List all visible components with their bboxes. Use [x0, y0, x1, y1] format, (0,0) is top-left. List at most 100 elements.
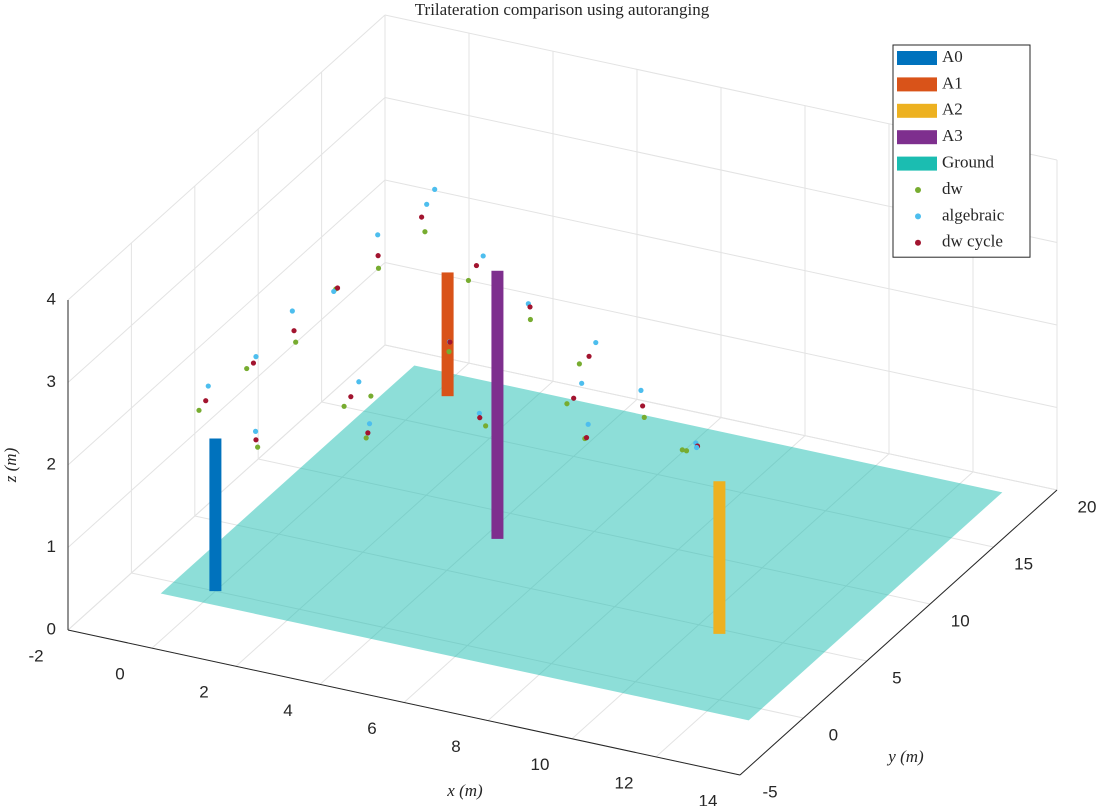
y-tick-label: 20 — [1078, 497, 1097, 516]
scatter-point — [576, 361, 582, 367]
scatter-point — [641, 414, 647, 420]
scatter-point — [341, 403, 347, 409]
scatter-point — [356, 379, 362, 385]
x-tick-label: 6 — [367, 719, 376, 738]
scatter-point — [483, 423, 489, 429]
scatter-point — [638, 387, 644, 393]
legend-label: A1 — [942, 73, 963, 92]
legend-label: algebraic — [942, 205, 1005, 224]
grid-line — [384, 179, 1058, 326]
anchor-bar — [713, 481, 726, 634]
scatter-point — [250, 360, 257, 366]
x-tick-label: 4 — [283, 701, 292, 720]
legend-label: dw — [942, 179, 964, 198]
scatter-point — [348, 394, 354, 400]
scatter-point — [244, 365, 250, 372]
scatter-point — [527, 316, 534, 323]
x-tick-label: 14 — [699, 791, 718, 806]
legend-swatch — [915, 239, 921, 246]
legend-label: A2 — [942, 100, 963, 119]
z-tick-label: 3 — [47, 372, 56, 391]
scatter-point — [368, 393, 374, 399]
scatter-point — [586, 353, 592, 359]
scatter-point — [253, 437, 259, 443]
scatter-point — [480, 253, 486, 259]
legend-label: A3 — [942, 126, 963, 145]
grid-line — [67, 97, 386, 383]
scatter-point — [585, 421, 591, 427]
scatter-point — [527, 304, 533, 310]
scatter-point — [583, 435, 590, 441]
legend-swatch — [897, 77, 937, 92]
scatter-point — [375, 232, 381, 238]
scatter-point — [289, 308, 295, 314]
ground-plane — [160, 365, 1003, 721]
scatter-point — [334, 285, 341, 291]
x-axis-line — [67, 629, 741, 776]
y-axis-line — [739, 489, 1058, 776]
x-tick-label: 8 — [451, 737, 460, 756]
scatter-point — [291, 328, 297, 334]
scatter-point — [255, 444, 261, 450]
scatter-point — [683, 448, 690, 454]
scatter-point — [365, 430, 371, 436]
anchor-bar — [209, 438, 222, 592]
x-tick-label: 12 — [615, 773, 634, 792]
legend-swatch — [915, 213, 921, 220]
scatter-point — [293, 339, 299, 345]
y-tick-label: 0 — [829, 725, 838, 744]
scatter-point — [473, 262, 480, 269]
scatter-point — [196, 407, 202, 413]
scatter-point — [419, 214, 425, 220]
z-axis-label: z (m) — [1, 447, 20, 483]
chart-title: Trilateration comparison using autorangi… — [415, 0, 710, 19]
scatter-point — [253, 354, 259, 360]
x-tick-label: 2 — [199, 683, 208, 702]
grid-line — [67, 262, 386, 548]
scatter-point — [375, 265, 382, 271]
scatter-point — [331, 288, 337, 295]
anchor-bar — [491, 270, 504, 539]
scatter-point — [205, 383, 211, 389]
scatter-point — [564, 401, 570, 407]
legend-label: A0 — [942, 47, 963, 66]
scatter-point — [366, 421, 373, 427]
legend-label: Ground — [942, 153, 994, 172]
z-tick-label: 4 — [47, 289, 56, 308]
scatter-point — [422, 229, 428, 235]
grid-line — [67, 344, 386, 631]
legend-swatch — [897, 103, 937, 118]
y-axis-label: y (m) — [886, 747, 924, 766]
legend-label: dw cycle — [942, 232, 1003, 251]
scatter-point — [693, 444, 700, 451]
y-tick-label: 5 — [892, 668, 901, 687]
anchor-bar — [441, 272, 454, 397]
scatter-point — [424, 201, 430, 207]
scatter-point — [476, 410, 482, 416]
scatter-point — [363, 435, 369, 441]
scatter-point — [447, 339, 453, 345]
y-tick-label: 15 — [1014, 554, 1033, 573]
scatter-point — [446, 349, 452, 355]
legend-swatch — [897, 130, 937, 145]
legend-swatch — [897, 156, 937, 171]
x-tick-label: -2 — [28, 646, 43, 665]
scatter-point — [579, 380, 585, 386]
scatter-point — [571, 395, 577, 401]
scatter-point — [203, 398, 209, 404]
y-tick-label: -5 — [762, 782, 777, 801]
x-axis-label: x (m) — [446, 781, 483, 800]
scatter-point — [593, 339, 599, 346]
x-tick-label: 0 — [115, 665, 124, 684]
scatter-point — [477, 415, 483, 421]
scatter-point — [640, 403, 646, 409]
legend-swatch — [897, 51, 937, 65]
y-tick-label: 10 — [951, 611, 970, 630]
legend-swatch — [915, 187, 921, 193]
grid-line — [67, 14, 386, 301]
scatter-point — [679, 447, 685, 453]
scatter-point — [465, 277, 472, 284]
x-tick-label: 10 — [531, 755, 550, 774]
scatter-point — [432, 186, 438, 192]
